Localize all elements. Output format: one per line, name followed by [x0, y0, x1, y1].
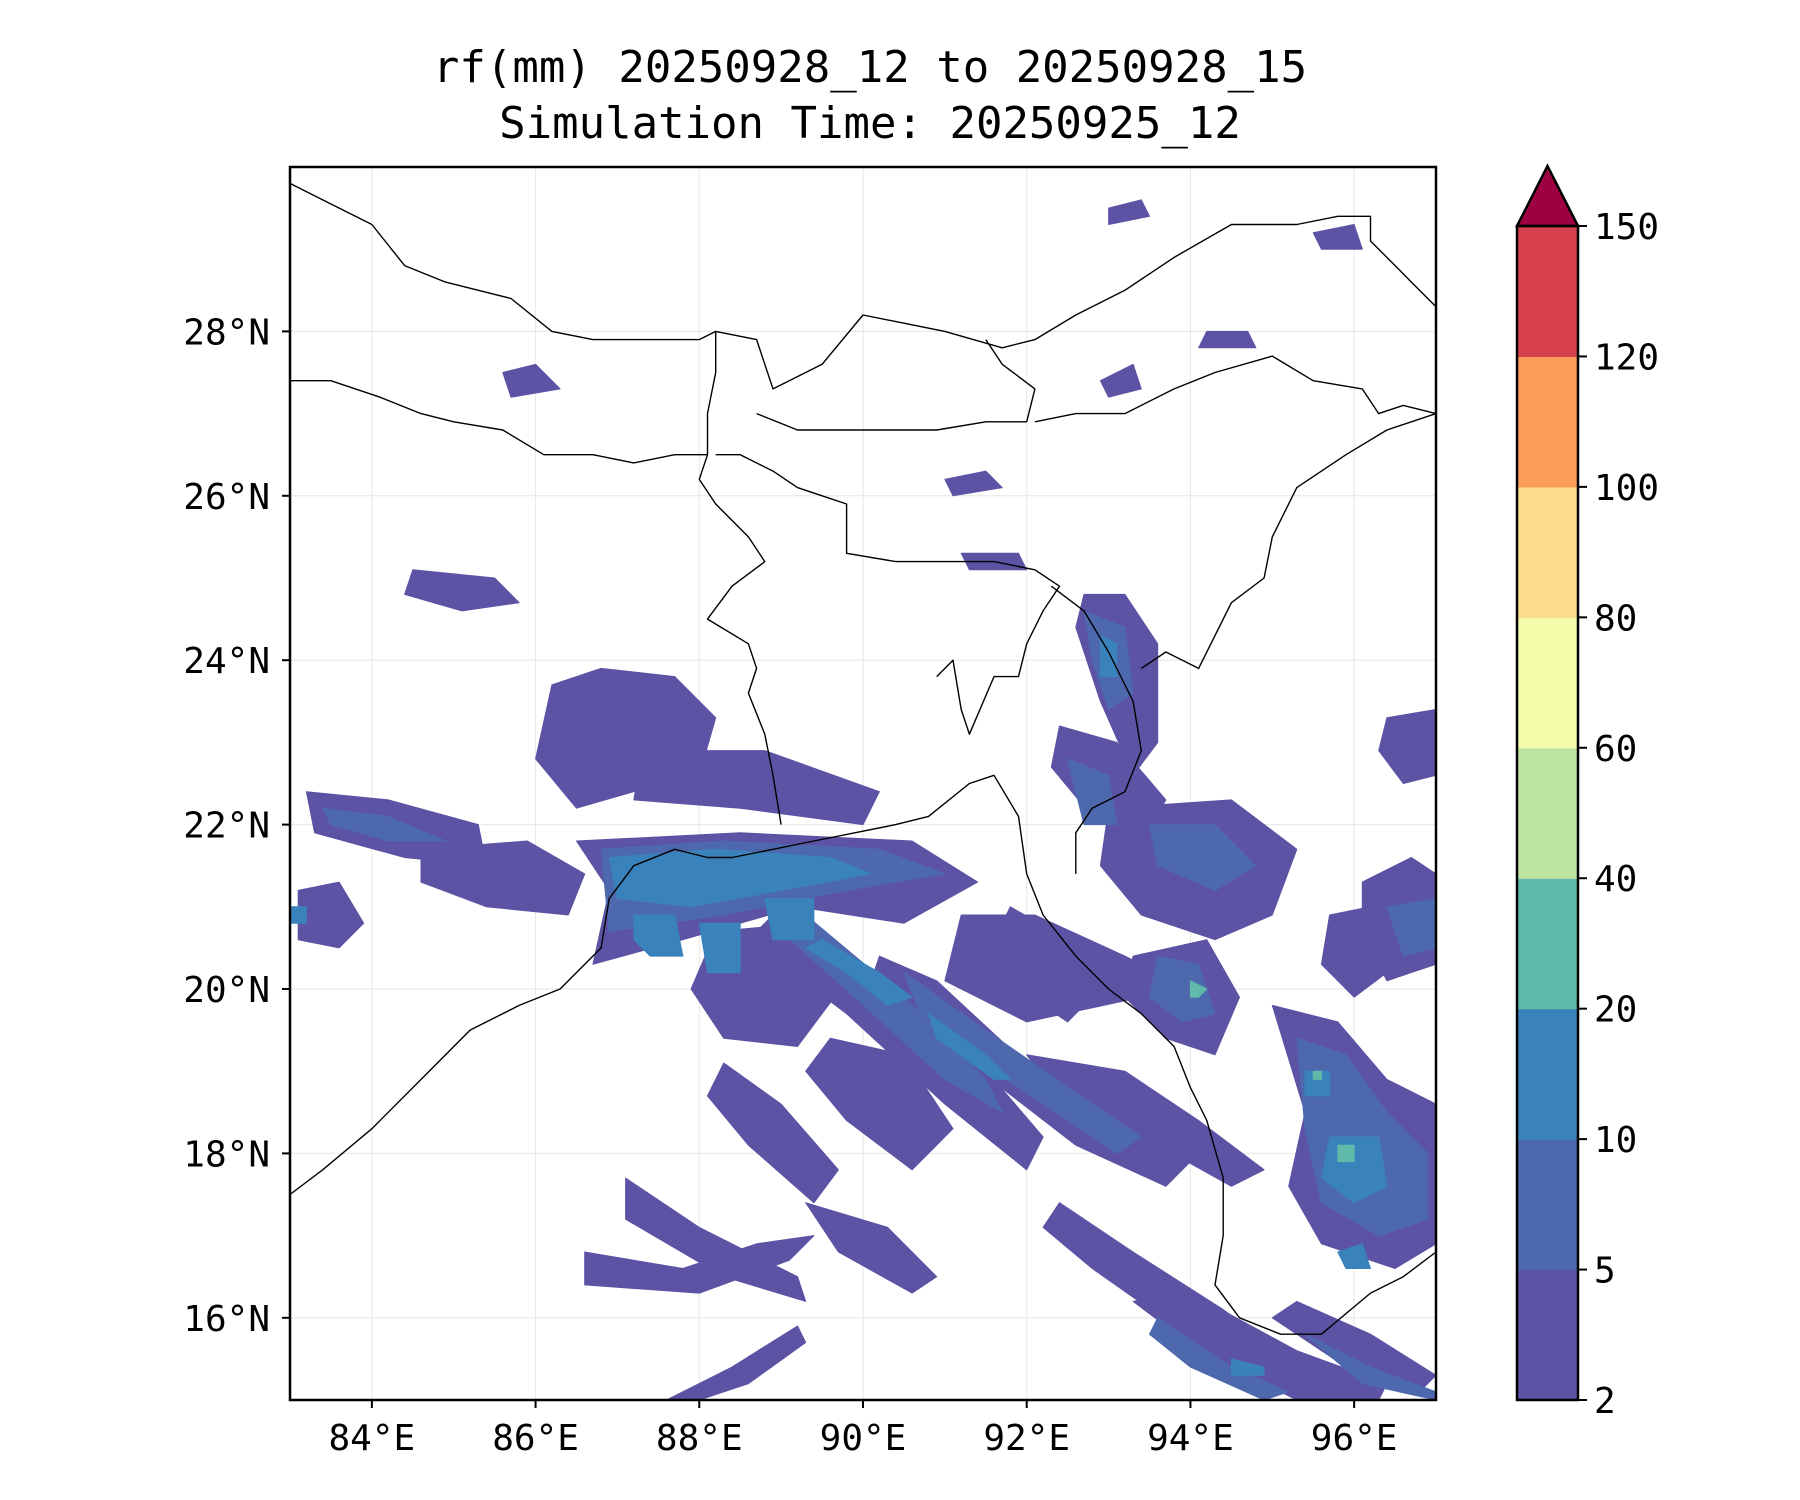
colorbar-tick-label: 2 — [1594, 1381, 1616, 1422]
lat-tick-label: 20°N — [183, 970, 270, 1011]
rain-area-level-0 — [666, 1325, 807, 1401]
colorbar-segment — [1517, 486, 1578, 618]
colorbar-segment — [1517, 356, 1578, 488]
map-gridlines — [290, 167, 1436, 1400]
colorbar-segment — [1517, 1139, 1578, 1271]
rain-area-level-1 — [1067, 758, 1118, 826]
lon-tick-label: 86°E — [492, 1418, 579, 1459]
rain-area-level-2 — [928, 1013, 1011, 1080]
rain-area-level-2 — [698, 922, 741, 974]
colorbar-outline — [1515, 224, 1580, 1402]
rain-area-level-0 — [805, 1037, 954, 1171]
lon-tick-label: 92°E — [983, 1418, 1070, 1459]
country-border — [1050, 585, 1143, 874]
lat-tick-label: 16°N — [183, 1299, 270, 1340]
rain-area-level-0 — [502, 363, 561, 398]
lon-tick-label: 96°E — [1311, 1418, 1398, 1459]
colorbar-tick-label: 150 — [1594, 207, 1659, 248]
lat-tick-label: 28°N — [183, 312, 270, 353]
country-border — [715, 454, 1061, 735]
rain-area-level-2 — [1230, 1358, 1265, 1376]
colorbar-segment — [1517, 1008, 1578, 1140]
lon-tick-label: 84°E — [329, 1418, 416, 1459]
rain-area-level-2 — [805, 939, 913, 1006]
country-border — [1034, 355, 1437, 423]
rain-area-level-2 — [608, 848, 872, 908]
lat-tick-label: 18°N — [183, 1134, 270, 1175]
rain-area-level-0 — [633, 750, 880, 826]
rain-area-level-3 — [1337, 1144, 1355, 1163]
rain-area-level-0 — [297, 881, 365, 949]
rainfall-contours — [289, 199, 1437, 1401]
country-border — [289, 182, 1437, 390]
longitude-ticks: 84°E 86°E 88°E 90°E 92°E 94°E 96°E — [329, 1400, 1398, 1459]
rain-area-level-0 — [584, 1235, 815, 1294]
rain-area-level-0 — [404, 569, 520, 612]
colorbar-tick-label: 10 — [1594, 1120, 1637, 1161]
country-border — [1140, 412, 1437, 670]
colorbar-segment — [1517, 226, 1578, 358]
colorbar: 2 5 10 20 40 60 80 100 120 150 — [1514, 163, 1659, 1422]
map-title-line-1: rf(mm) 20250928_12 to 20250928_15 — [432, 42, 1308, 93]
colorbar-extend-arrow — [1514, 163, 1581, 228]
lon-tick-label: 94°E — [1147, 1418, 1234, 1459]
rain-area-level-0 — [1378, 709, 1437, 784]
coastline — [289, 774, 1437, 1335]
colorbar-segment — [1517, 617, 1578, 749]
rain-area-level-3 — [1312, 1070, 1322, 1080]
rain-area-level-0 — [1198, 330, 1257, 349]
colorbar-tick-label: 20 — [1594, 990, 1637, 1031]
rain-area-level-2 — [764, 898, 815, 941]
rain-area-level-0 — [993, 906, 1093, 1023]
colorbar-segment — [1517, 747, 1578, 879]
lon-tick-label: 88°E — [656, 1418, 743, 1459]
country-border — [290, 331, 717, 464]
rain-area-level-0 — [1099, 363, 1142, 398]
colorbar-tick-label: 80 — [1594, 598, 1637, 639]
lat-tick-label: 24°N — [183, 641, 270, 682]
latitude-ticks: 16°N 18°N 20°N 22°N 24°N 26°N 28°N — [183, 312, 290, 1340]
rain-area-level-1 — [322, 807, 446, 842]
lon-tick-label: 90°E — [820, 1418, 907, 1459]
colorbar-tick-label: 100 — [1594, 468, 1659, 509]
lat-tick-label: 26°N — [183, 477, 270, 518]
rain-area-level-0 — [1108, 199, 1150, 225]
rain-area-level-3 — [1189, 980, 1208, 998]
rain-area-level-0 — [1312, 224, 1363, 250]
rain-area-level-0 — [707, 1062, 839, 1204]
rain-area-level-1 — [1149, 824, 1257, 891]
rain-area-level-2 — [1337, 1243, 1371, 1269]
map-title-line-2: Simulation Time: 20250925_12 — [499, 98, 1241, 149]
country-border — [698, 454, 782, 825]
colorbar-tick-label: 120 — [1594, 337, 1659, 378]
colorbar-segment — [1517, 1269, 1578, 1401]
lat-tick-label: 22°N — [183, 806, 270, 847]
rain-area-level-0 — [944, 470, 1003, 497]
rain-area-level-0 — [1320, 906, 1388, 998]
rain-area-level-2 — [289, 906, 307, 924]
country-border — [756, 339, 1036, 431]
rain-area-level-0 — [805, 1202, 938, 1294]
colorbar-segment — [1517, 878, 1578, 1010]
colorbar-tick-label: 5 — [1594, 1251, 1616, 1292]
colorbar-tick-label: 40 — [1594, 859, 1637, 900]
country-borders-and-coastline — [289, 182, 1437, 1335]
rain-area-level-2 — [633, 914, 684, 957]
colorbar-tick-label: 60 — [1594, 729, 1637, 770]
rain-area-level-1 — [1149, 955, 1216, 1023]
